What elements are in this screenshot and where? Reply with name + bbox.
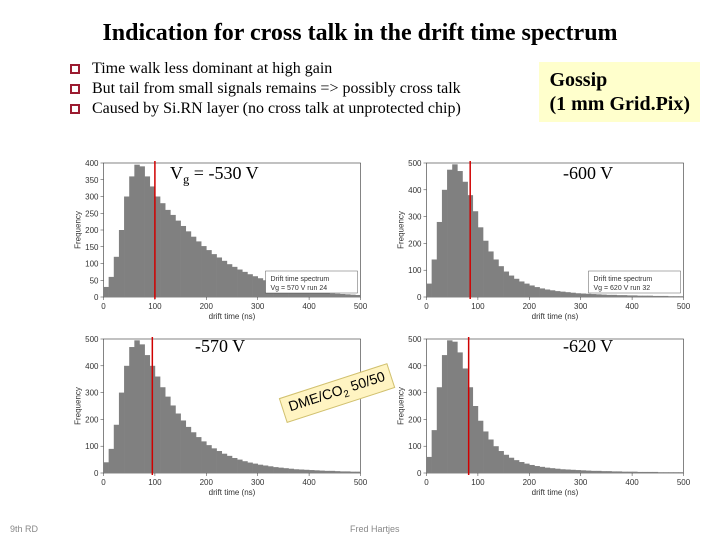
- svg-text:100: 100: [408, 442, 422, 451]
- svg-text:350: 350: [85, 176, 99, 185]
- svg-text:Frequency: Frequency: [74, 387, 83, 425]
- slide-title: Indication for cross talk in the drift t…: [0, 0, 720, 47]
- svg-text:200: 200: [85, 226, 99, 235]
- chart-label: -620 V: [563, 336, 613, 357]
- svg-text:drift time (ns): drift time (ns): [532, 312, 579, 321]
- svg-text:50: 50: [90, 276, 99, 285]
- bullet-text: Caused by Si.RN layer (no cross talk at …: [92, 100, 461, 118]
- svg-text:100: 100: [148, 302, 162, 311]
- chart-label: -600 V: [563, 163, 613, 184]
- svg-text:0: 0: [94, 293, 99, 302]
- svg-text:400: 400: [625, 302, 639, 311]
- svg-text:300: 300: [408, 213, 422, 222]
- chart-svg: 0 100 200 300 400 500 0 100 200 300 400 500 Frequenc…: [383, 155, 700, 325]
- svg-text:500: 500: [408, 335, 422, 344]
- svg-text:200: 200: [523, 302, 537, 311]
- charts-grid: 0 50 100 150 200 250 300 350 400 0 100 200 300 400 500…: [60, 155, 700, 501]
- gossip-callout: Gossip (1 mm Grid.Pix): [539, 62, 700, 122]
- svg-text:drift time (ns): drift time (ns): [209, 312, 256, 321]
- svg-text:100: 100: [85, 442, 99, 451]
- svg-text:Frequency: Frequency: [397, 211, 406, 249]
- svg-text:300: 300: [85, 193, 99, 202]
- svg-text:200: 200: [85, 415, 99, 424]
- footer-left: 9th RD: [10, 524, 38, 534]
- svg-text:300: 300: [574, 478, 588, 487]
- svg-text:200: 200: [523, 478, 537, 487]
- svg-text:Frequency: Frequency: [74, 211, 83, 249]
- svg-text:500: 500: [408, 159, 422, 168]
- svg-text:150: 150: [85, 243, 99, 252]
- svg-text:500: 500: [85, 335, 99, 344]
- bullet-icon: [70, 64, 80, 74]
- svg-text:400: 400: [302, 478, 316, 487]
- svg-text:0: 0: [417, 469, 422, 478]
- svg-text:0: 0: [101, 478, 106, 487]
- svg-text:Frequency: Frequency: [397, 387, 406, 425]
- svg-text:Vg = 620 V run 32: Vg = 620 V run 32: [594, 285, 651, 292]
- svg-text:drift time (ns): drift time (ns): [209, 488, 256, 497]
- svg-text:200: 200: [408, 239, 422, 248]
- svg-text:400: 400: [85, 159, 99, 168]
- footer-author: Fred Hartjes: [350, 524, 400, 534]
- svg-text:500: 500: [677, 478, 691, 487]
- bullet-icon: [70, 84, 80, 94]
- svg-text:300: 300: [85, 389, 99, 398]
- svg-text:500: 500: [677, 302, 691, 311]
- svg-text:100: 100: [148, 478, 162, 487]
- svg-text:100: 100: [471, 478, 485, 487]
- bullet-item: Time walk less dominant at high gain: [70, 60, 461, 78]
- svg-text:0: 0: [94, 469, 99, 478]
- gossip-line2: (1 mm Grid.Pix): [549, 92, 690, 116]
- svg-text:drift time (ns): drift time (ns): [532, 488, 579, 497]
- svg-text:250: 250: [85, 209, 99, 218]
- chart-top-left: 0 50 100 150 200 250 300 350 400 0 100 200 300 400 500…: [60, 155, 377, 325]
- chart-top-right: 0 100 200 300 400 500 0 100 200 300 400 500 Frequenc…: [383, 155, 700, 325]
- svg-text:Vg = 570 V run 24: Vg = 570 V run 24: [271, 285, 328, 292]
- chart-bottom-left: 0 100 200 300 400 500 0 100 200 300 400 500 Frequenc…: [60, 331, 377, 501]
- svg-text:200: 200: [408, 415, 422, 424]
- svg-text:400: 400: [302, 302, 316, 311]
- svg-text:500: 500: [354, 478, 368, 487]
- svg-text:400: 400: [408, 186, 422, 195]
- svg-text:100: 100: [471, 302, 485, 311]
- svg-text:500: 500: [354, 302, 368, 311]
- chart-label: Vg = -530 V: [170, 163, 259, 188]
- chart-svg: 0 100 200 300 400 500 0 100 200 300 400 500 Frequenc…: [383, 331, 700, 501]
- svg-text:300: 300: [574, 302, 588, 311]
- svg-text:0: 0: [424, 478, 429, 487]
- svg-text:100: 100: [408, 266, 422, 275]
- gossip-line1: Gossip: [549, 68, 690, 92]
- bullet-list: Time walk less dominant at high gain But…: [70, 60, 461, 120]
- svg-text:300: 300: [251, 478, 265, 487]
- bullet-icon: [70, 104, 80, 114]
- bullet-item: Caused by Si.RN layer (no cross talk at …: [70, 100, 461, 118]
- svg-text:Drift time spectrum: Drift time spectrum: [271, 276, 330, 283]
- svg-text:400: 400: [85, 362, 99, 371]
- chart-label: -570 V: [195, 336, 245, 357]
- svg-text:Drift time spectrum: Drift time spectrum: [594, 276, 653, 283]
- svg-text:200: 200: [200, 302, 214, 311]
- bullet-item: But tail from small signals remains => p…: [70, 80, 461, 98]
- svg-text:400: 400: [408, 362, 422, 371]
- svg-text:0: 0: [101, 302, 106, 311]
- svg-text:400: 400: [625, 478, 639, 487]
- bullet-text: Time walk less dominant at high gain: [92, 60, 332, 78]
- svg-text:300: 300: [408, 389, 422, 398]
- svg-text:100: 100: [85, 260, 99, 269]
- bullet-text: But tail from small signals remains => p…: [92, 80, 461, 98]
- svg-text:0: 0: [424, 302, 429, 311]
- svg-text:0: 0: [417, 293, 422, 302]
- svg-text:200: 200: [200, 478, 214, 487]
- chart-bottom-right: 0 100 200 300 400 500 0 100 200 300 400 500 Frequenc…: [383, 331, 700, 501]
- svg-text:300: 300: [251, 302, 265, 311]
